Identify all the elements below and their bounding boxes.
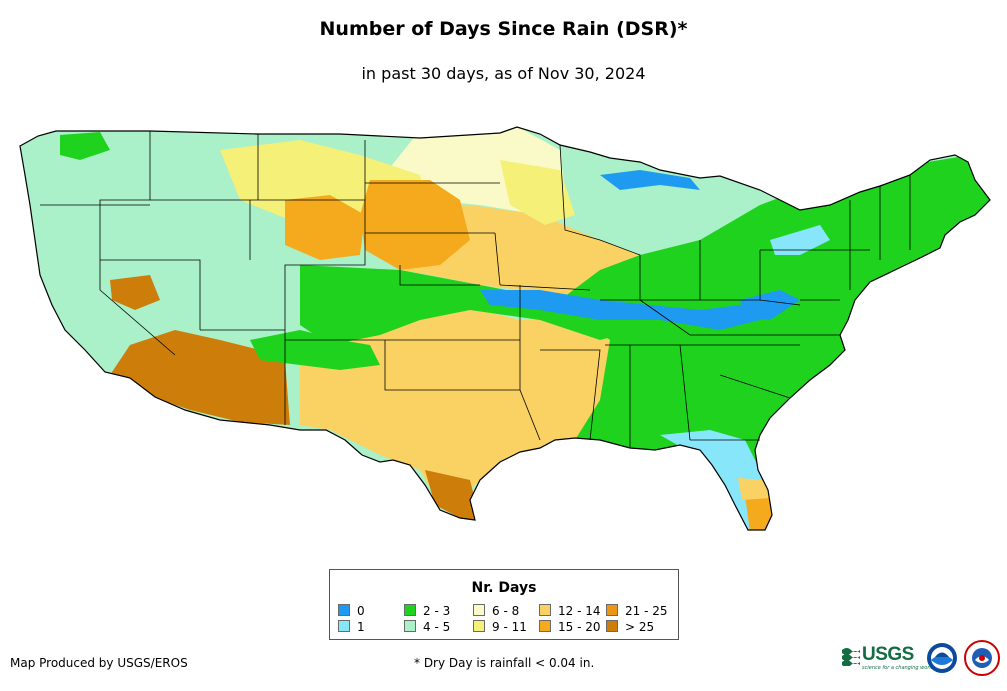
zone-ohio-0 [740,290,800,320]
legend-item-9-11: 9 - 11 [473,620,527,634]
legend-item-gt25: > 25 [606,620,654,634]
zone-wyoming-15-20 [285,195,365,260]
legend: Nr. Days 0 1 2 - 3 4 - 5 6 - 8 9 - 11 12… [329,569,679,640]
legend-item-4-5: 4 - 5 [404,620,450,634]
zone-northeast-1 [770,225,830,255]
zone-florida-12-14 [738,478,770,500]
usgs-logo: USGS science for a changing world [842,644,934,672]
map-subtitle: in past 30 days, as of Nov 30, 2024 [361,64,646,83]
national-weather-service-logo [964,640,1000,676]
zone-lakes-0 [600,170,700,190]
zone-nevada-gt25 [110,275,160,310]
map-credit: Map Produced by USGS/EROS [10,656,188,670]
legend-item-21-25: 21 - 25 [606,604,668,618]
legend-swatch-1 [338,620,350,632]
zone-florida-1 [660,430,770,530]
legend-swatch-0 [338,604,350,616]
legend-item-2-3: 2 - 3 [404,604,450,618]
us-outline [19,126,991,531]
legend-title: Nr. Days [471,580,537,596]
legend-item-0: 0 [338,604,365,618]
legend-swatch-9-11 [473,620,485,632]
dsr-fill [20,127,990,530]
legend-swatch-6-8 [473,604,485,616]
legend-item-15-20: 15 - 20 [539,620,601,634]
zone-northwest-2-3 [60,132,110,160]
zone-dakotas-15-20 [360,180,470,270]
zone-central-band-0 [480,290,760,330]
legend-swatch-gt25 [606,620,618,632]
usgs-wave-icon [842,648,860,666]
map-title: Number of Days Since Rain (DSR)* [319,18,688,40]
legend-swatch-21-25 [606,604,618,616]
zone-south-florida-15-20 [745,492,775,530]
legend-item-1: 1 [338,620,365,634]
legend-swatch-12-14 [539,604,551,616]
legend-item-6-8: 6 - 8 [473,604,519,618]
zone-texas-coast-gt25 [425,470,480,520]
dry-day-note: * Dry Day is rainfall < 0.04 in. [414,656,595,670]
zone-southwest-gt25 [110,330,290,425]
noaa-logo [927,643,957,673]
zone-rockies-2-3 [250,330,380,370]
zone-great-lakes-9-11 [500,160,575,225]
agency-logos: USGS science for a changing world [842,640,1002,676]
dsr-map [19,126,991,531]
state-boundaries [40,131,911,448]
legend-item-12-14: 12 - 14 [539,604,601,618]
zone-central-band-2-3 [300,265,640,345]
legend-swatch-2-3 [404,604,416,616]
zone-plains-12-14 [300,300,610,505]
legend-swatch-4-5 [404,620,416,632]
legend-swatch-15-20 [539,620,551,632]
